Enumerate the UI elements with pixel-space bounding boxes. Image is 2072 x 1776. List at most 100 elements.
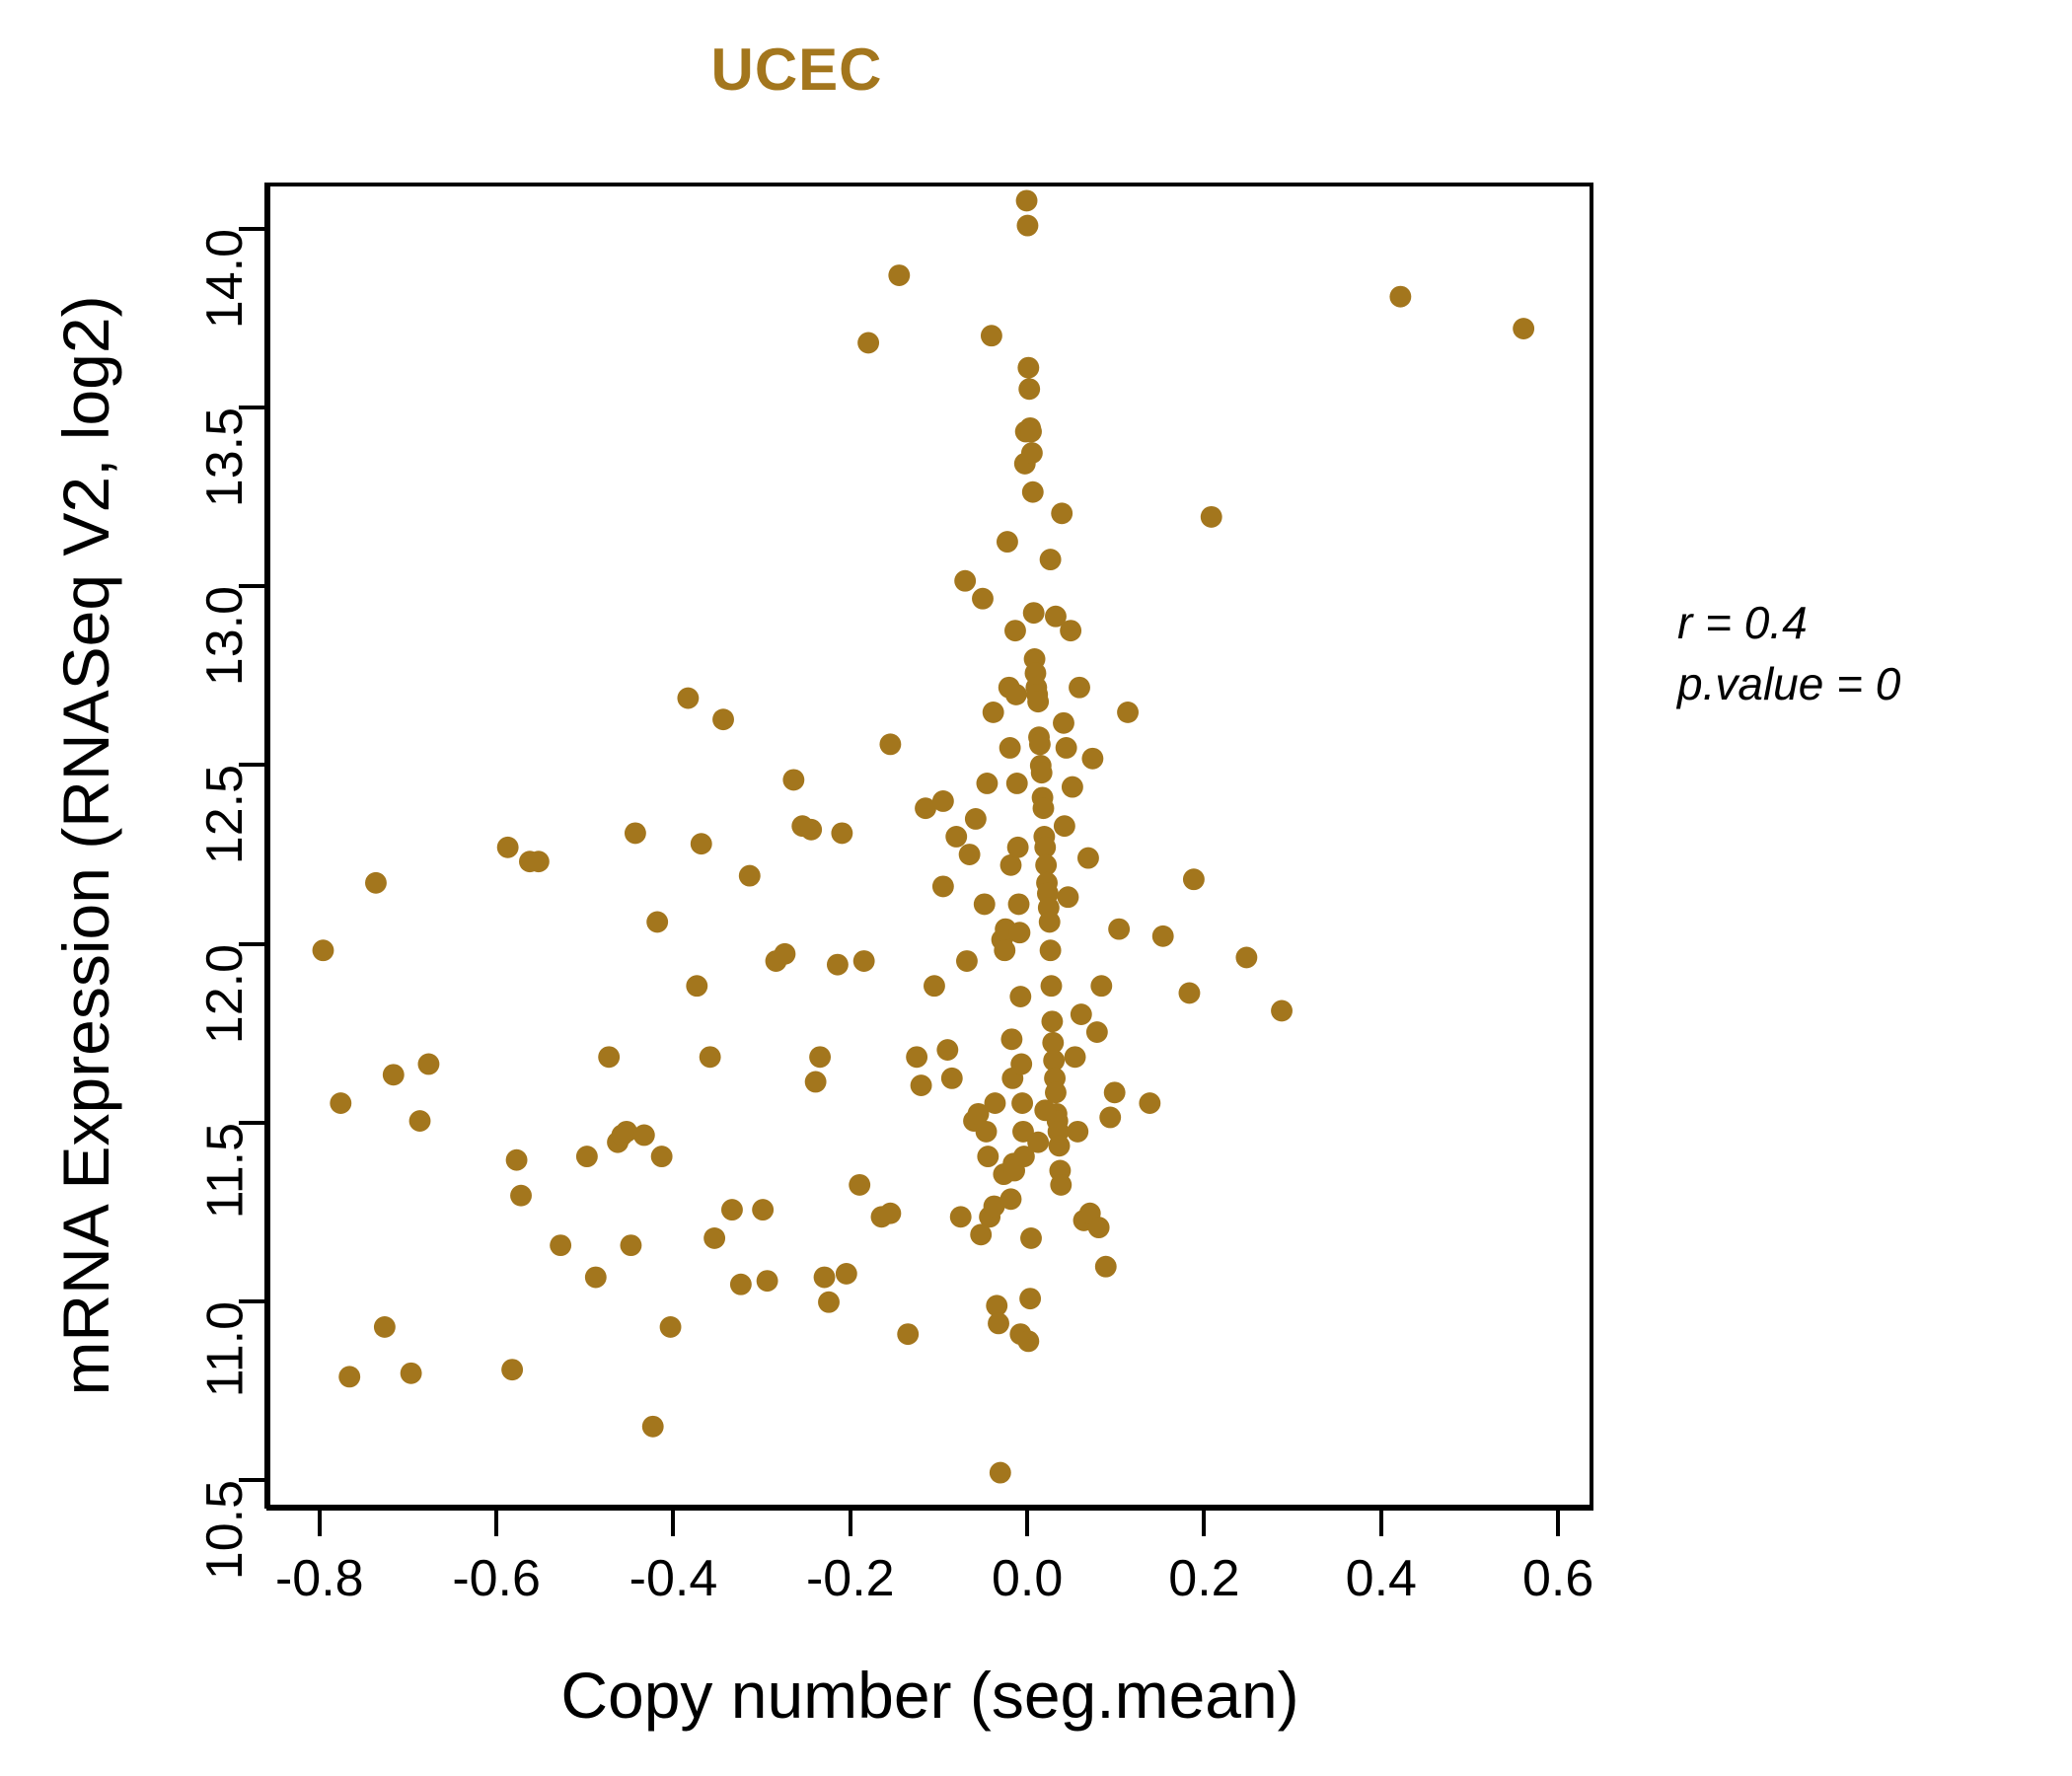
data-point <box>945 826 968 848</box>
data-point <box>1108 918 1131 940</box>
y-tick-label: 11.5 <box>196 1122 254 1220</box>
data-point <box>496 836 519 858</box>
data-point <box>980 325 1002 347</box>
data-point <box>1019 1288 1042 1310</box>
data-point <box>954 569 977 592</box>
data-point <box>1034 1099 1057 1122</box>
data-point <box>1016 214 1039 237</box>
data-point <box>1030 762 1053 784</box>
data-point <box>659 1316 682 1338</box>
data-point <box>879 733 902 756</box>
x-tick-label: -0.2 <box>805 1550 895 1607</box>
y-tick-mark <box>239 584 264 589</box>
data-point <box>1027 691 1050 713</box>
data-point <box>632 1124 655 1147</box>
data-point <box>988 1312 1009 1335</box>
x-tick-label: -0.6 <box>452 1550 541 1607</box>
data-point <box>983 1195 1005 1218</box>
data-point <box>906 1046 928 1069</box>
data-point <box>501 1359 524 1381</box>
y-tick-mark <box>239 1298 264 1303</box>
data-point <box>1389 285 1412 308</box>
data-point <box>1090 975 1113 998</box>
data-point <box>1235 946 1258 969</box>
data-point <box>382 1064 405 1086</box>
data-point <box>774 942 796 965</box>
data-point <box>1045 605 1067 628</box>
data-point <box>1064 1046 1086 1069</box>
y-tick-mark <box>239 763 264 768</box>
data-point <box>1053 711 1074 734</box>
y-tick-mark <box>239 406 264 410</box>
data-point <box>809 1046 832 1069</box>
data-point <box>997 531 1018 554</box>
data-point <box>970 1223 993 1246</box>
data-point <box>1067 1120 1089 1143</box>
data-point <box>575 1146 598 1168</box>
data-points-layer <box>312 189 1535 1484</box>
pvalue-label: p.value = 0 <box>1677 658 1901 710</box>
data-point <box>729 1273 752 1295</box>
data-point <box>1028 733 1051 756</box>
data-point <box>1139 1092 1161 1115</box>
data-point <box>986 1295 1008 1317</box>
data-point <box>1004 620 1026 642</box>
data-point <box>1010 1053 1033 1075</box>
x-tick-mark <box>1202 1511 1207 1536</box>
data-point <box>1050 1173 1073 1196</box>
data-point <box>624 822 646 845</box>
data-point <box>641 1415 664 1438</box>
data-point <box>949 1206 972 1228</box>
x-tick-mark <box>494 1511 499 1536</box>
data-point <box>956 950 978 972</box>
data-point <box>1039 939 1062 962</box>
correlation-label: r = 0.4 <box>1677 597 1808 648</box>
y-tick-label: 12.0 <box>196 943 254 1044</box>
y-axis-title-wrap: mRNA Expression (RNASeq V2, log2) <box>49 183 122 1509</box>
data-point <box>1053 815 1075 838</box>
data-point <box>1087 1217 1110 1239</box>
data-point <box>1009 986 1032 1007</box>
data-point <box>703 1226 726 1249</box>
plot-panel <box>266 183 1593 1509</box>
data-point <box>804 1071 827 1093</box>
y-tick-label: 10.5 <box>196 1480 254 1581</box>
data-point <box>849 1173 871 1196</box>
data-point <box>620 1234 642 1257</box>
y-tick-mark <box>239 1478 264 1483</box>
y-tick-label: 13.0 <box>196 586 254 687</box>
data-point <box>915 797 936 820</box>
data-point <box>1018 378 1041 401</box>
x-tick-mark <box>671 1511 676 1536</box>
data-point <box>1178 982 1201 1004</box>
data-point <box>1048 1135 1071 1157</box>
data-point <box>1008 922 1031 944</box>
data-point <box>999 737 1021 759</box>
data-point <box>931 790 954 812</box>
y-axis-title: mRNA Expression (RNASeq V2, log2) <box>49 295 122 1396</box>
data-point <box>690 833 712 855</box>
y-tick-mark <box>239 941 264 946</box>
data-point <box>1042 1031 1065 1054</box>
data-point <box>967 1102 990 1125</box>
data-point <box>958 844 981 865</box>
y-tick-mark <box>239 1120 264 1125</box>
data-point <box>1513 318 1535 339</box>
data-point <box>999 1188 1022 1211</box>
data-point <box>964 808 987 830</box>
data-point <box>1060 620 1082 642</box>
data-point <box>1085 1021 1108 1043</box>
y-tick-label: 13.5 <box>196 407 254 508</box>
data-point <box>1040 975 1063 998</box>
y-tick-label: 11.0 <box>196 1300 254 1398</box>
data-point <box>1005 773 1028 794</box>
data-point <box>1069 676 1090 699</box>
x-tick-label: -0.4 <box>629 1550 718 1607</box>
data-point <box>1051 502 1073 525</box>
data-point <box>752 1199 775 1221</box>
data-point <box>1020 1226 1042 1249</box>
data-point <box>1094 1255 1117 1278</box>
data-point <box>527 851 550 873</box>
data-point <box>989 1461 1011 1484</box>
data-point <box>1039 549 1062 571</box>
